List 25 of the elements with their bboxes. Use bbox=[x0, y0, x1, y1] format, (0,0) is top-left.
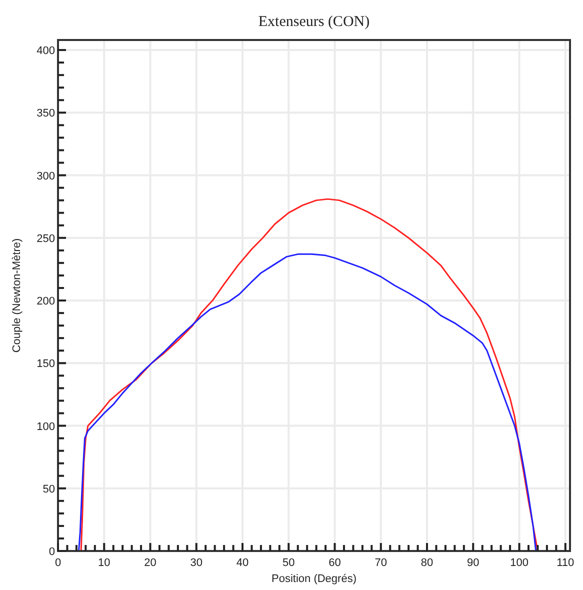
y-tick-label: 350 bbox=[36, 108, 55, 120]
y-axis-title: Couple (Newton-Mètre) bbox=[11, 238, 23, 353]
x-tick-label: 110 bbox=[556, 557, 574, 569]
x-tick-label: 60 bbox=[328, 557, 341, 569]
x-tick-label: 40 bbox=[236, 557, 249, 569]
line-series bbox=[80, 198, 538, 552]
x-tick-label: 20 bbox=[144, 557, 156, 569]
chart-title: Extenseurs (CON) bbox=[258, 14, 370, 30]
x-tick-label: 30 bbox=[190, 557, 203, 569]
y-tick-label: 300 bbox=[36, 170, 55, 182]
y-tick-label: 400 bbox=[36, 45, 55, 58]
x-tick-label: 100 bbox=[510, 557, 528, 569]
x-tick-label: 50 bbox=[282, 557, 295, 569]
x-tick-label: 10 bbox=[98, 557, 110, 569]
y-tick-label: 0 bbox=[48, 546, 55, 558]
y-tick-label: 50 bbox=[42, 483, 55, 496]
y-tick-label: 200 bbox=[36, 296, 55, 308]
y-tick-label: 100 bbox=[36, 420, 55, 433]
x-axis-title: Position (Degrés) bbox=[272, 573, 356, 585]
x-tick-label: 70 bbox=[374, 557, 388, 569]
x-tick-label: 80 bbox=[420, 557, 434, 569]
y-tick-label: 150 bbox=[36, 358, 55, 370]
line-series bbox=[78, 253, 537, 552]
x-tick-label: 90 bbox=[467, 557, 480, 569]
y-tick-label: 250 bbox=[36, 232, 55, 245]
